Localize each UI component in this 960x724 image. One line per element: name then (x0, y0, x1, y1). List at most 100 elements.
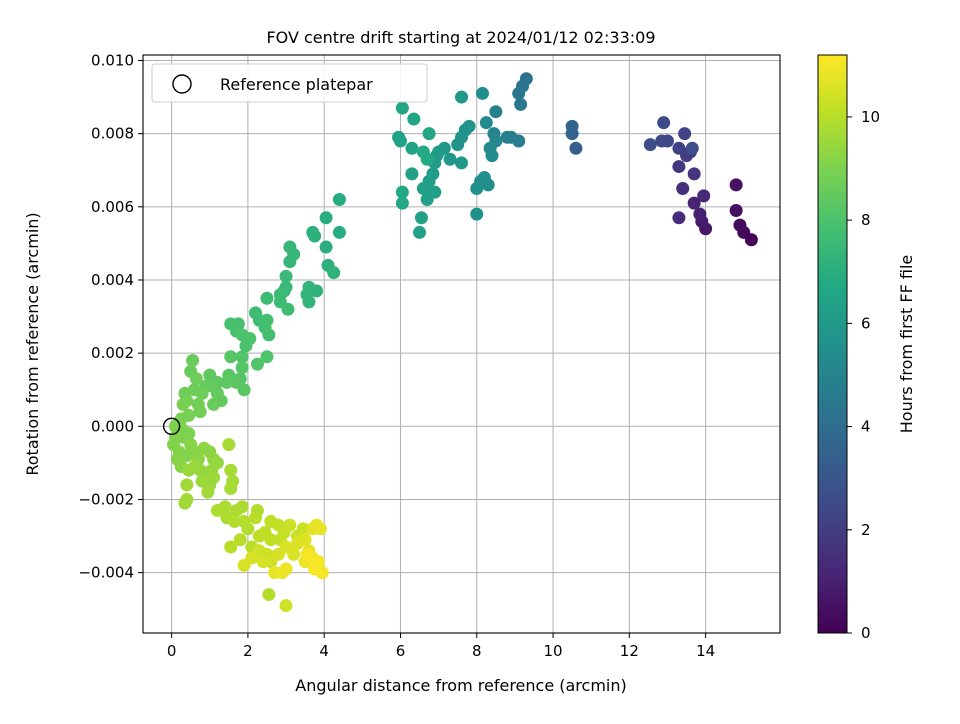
data-point (693, 207, 707, 221)
data-point (207, 397, 221, 411)
data-point (685, 141, 699, 155)
data-point (186, 353, 200, 367)
data-point (302, 295, 316, 309)
legend-entry-reference-platepar: Reference platepar (220, 75, 373, 94)
colorbar-label: Hours from first FF file (897, 255, 916, 434)
reference-platepar-marker (162, 417, 181, 436)
data-point (249, 511, 263, 525)
data-point (514, 97, 528, 111)
colorbar (817, 54, 848, 634)
data-point (733, 218, 747, 232)
colorbar-tick-label: 10 (861, 108, 880, 126)
x-tick-label: 6 (396, 642, 406, 660)
data-point (279, 269, 293, 283)
data-point (729, 203, 743, 217)
data-point (500, 130, 514, 144)
y-axis-ticks: −0.004 −0.002 0.000 0.002 0.004 0.006 0.008 0.0… (78, 51, 143, 582)
data-point (287, 547, 301, 561)
data-point (193, 405, 207, 419)
data-point (220, 375, 234, 389)
data-point (455, 90, 468, 104)
data-point (235, 361, 249, 375)
chart-title: FOV centre drift starting at 2024/01/12 … (266, 28, 655, 47)
data-point (182, 463, 196, 477)
data-point (313, 522, 327, 536)
x-tick-label: 2 (243, 642, 253, 660)
plot-frame (142, 54, 781, 634)
data-point (672, 141, 686, 155)
data-point (180, 478, 194, 492)
data-point (235, 350, 249, 364)
data-point (189, 372, 203, 386)
data-point (678, 127, 692, 141)
data-point (455, 156, 468, 170)
data-point (233, 533, 247, 547)
data-point (279, 599, 293, 613)
data-point (224, 350, 238, 364)
data-point (422, 127, 436, 141)
x-tick-label: 0 (167, 642, 177, 660)
data-point (332, 225, 346, 239)
data-point (256, 555, 270, 569)
data-point (262, 328, 276, 342)
data-point (195, 386, 209, 400)
data-point (250, 357, 264, 371)
data-point (729, 178, 743, 192)
data-point (224, 482, 238, 495)
y-tick-label: −0.002 (78, 490, 134, 508)
data-point (676, 182, 690, 196)
data-point (512, 86, 526, 100)
legend-box (151, 63, 428, 103)
data-point (264, 533, 278, 547)
y-tick-label: 0.002 (91, 344, 134, 362)
data-point (485, 149, 499, 163)
x-axis-ticks: 0 2 4 6 8 10 12 14 (167, 633, 715, 660)
data-point (224, 540, 238, 554)
data-point (283, 255, 297, 269)
y-tick-label: 0.000 (91, 417, 134, 435)
data-point (203, 368, 217, 382)
data-point (395, 196, 409, 210)
colorbar-tick-label: 0 (861, 624, 871, 642)
colorbar-tick-label: 6 (861, 314, 871, 332)
data-point (308, 562, 322, 576)
x-axis-label: Angular distance from reference (arcmin) (295, 676, 626, 695)
data-point (475, 86, 489, 100)
data-point (237, 383, 251, 397)
data-point (420, 193, 434, 206)
data-point (283, 518, 297, 532)
data-point (241, 522, 255, 536)
data-point (687, 196, 701, 210)
data-point (207, 471, 221, 485)
data-point (319, 211, 333, 225)
data-point (489, 105, 503, 119)
data-point (222, 438, 236, 452)
colorbar-ticks: 0 2 4 6 8 10 (847, 108, 880, 642)
data-point (414, 211, 428, 225)
colorbar-tick-label: 4 (861, 418, 871, 436)
data-point (392, 130, 406, 144)
data-point (470, 207, 484, 221)
data-point (420, 152, 434, 166)
data-point (296, 522, 310, 536)
y-tick-label: −0.004 (78, 564, 134, 582)
data-point (655, 134, 669, 148)
data-point (405, 167, 419, 181)
data-point (407, 112, 421, 126)
data-point (327, 266, 341, 280)
data-point (332, 193, 346, 206)
data-point (239, 339, 253, 353)
data-point (395, 185, 409, 199)
data-point (565, 119, 579, 133)
x-tick-label: 12 (620, 642, 639, 660)
x-tick-label: 4 (319, 642, 329, 660)
data-point (569, 141, 583, 155)
data-point (281, 302, 295, 316)
legend-marker-icon (172, 74, 192, 94)
data-point (672, 211, 686, 225)
data-point (455, 130, 468, 144)
y-tick-label: 0.010 (91, 51, 134, 69)
data-point (687, 167, 701, 181)
data-point (260, 350, 274, 364)
